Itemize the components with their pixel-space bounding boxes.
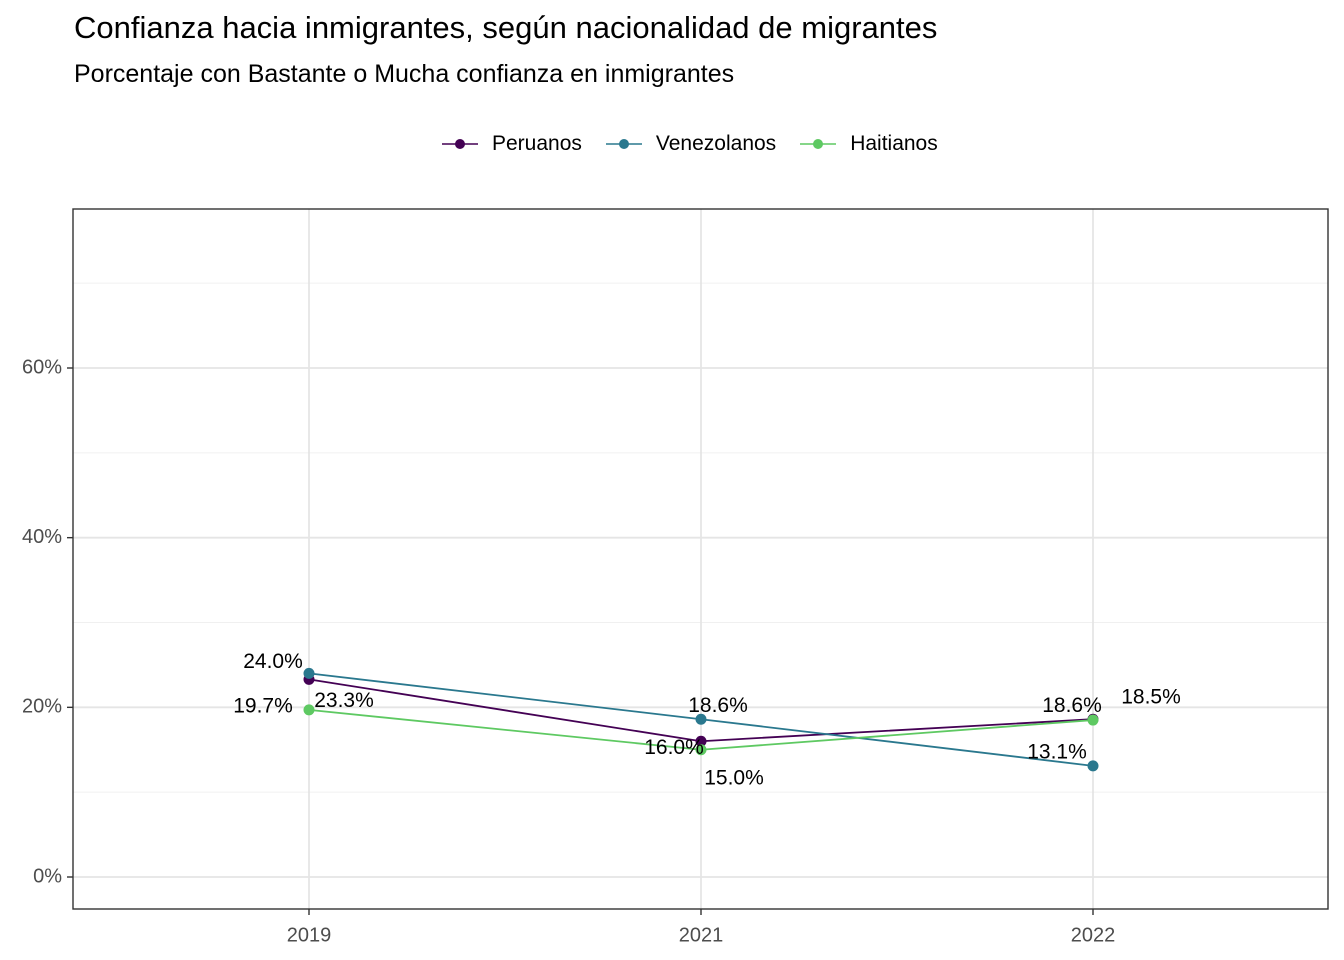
data-label-haitianos: 18.5% xyxy=(1121,686,1181,709)
data-point-venezolanos xyxy=(303,667,315,679)
data-point-haitianos xyxy=(1087,714,1099,726)
data-label-haitianos: 19.7% xyxy=(233,694,293,717)
data-label-peruanos: 16.0% xyxy=(644,736,704,759)
y-tick-label: 20% xyxy=(22,696,62,718)
legend-label-haitianos: Haitianos xyxy=(850,132,938,155)
y-tick-label: 40% xyxy=(22,526,62,548)
data-label-peruanos: 23.3% xyxy=(314,689,374,712)
data-point-venezolanos xyxy=(695,713,707,725)
legend-key-venezolanos xyxy=(605,139,642,149)
data-label-haitianos: 15.0% xyxy=(704,766,764,789)
legend-label-venezolanos: Venezolanos xyxy=(655,132,777,155)
data-label-venezolanos: 18.6% xyxy=(688,694,748,717)
data-point-haitianos xyxy=(303,704,315,716)
data-point-haitianos xyxy=(695,744,707,756)
y-tick-label: 60% xyxy=(22,356,62,378)
legend: Peruanos Venezolanos Haitianos xyxy=(440,128,960,160)
legend-key-peruanos xyxy=(442,139,478,149)
y-tick-label: 0% xyxy=(33,865,62,887)
chart-title: Confianza hacia inmigrantes, según nacio… xyxy=(74,10,938,45)
data-point-venezolanos xyxy=(1087,760,1099,772)
chart-subtitle: Porcentaje con Bastante o Mucha confianz… xyxy=(74,60,735,88)
data-point-peruanos xyxy=(695,735,707,747)
x-tick-label: 2021 xyxy=(679,924,724,946)
x-tick-label: 2022 xyxy=(1071,924,1116,946)
x-tick-label: 2019 xyxy=(287,924,332,946)
legend-item-peruanos: Peruanos xyxy=(440,132,582,156)
data-label-venezolanos: 13.1% xyxy=(1027,740,1087,763)
data-label-venezolanos: 24.0% xyxy=(243,650,303,673)
legend-key-haitianos xyxy=(800,139,837,149)
legend-item-venezolanos: Venezolanos xyxy=(604,132,776,156)
data-label-peruanos: 18.6% xyxy=(1042,694,1102,717)
legend-item-haitianos: Haitianos xyxy=(798,132,938,156)
legend-label-peruanos: Peruanos xyxy=(492,132,582,155)
